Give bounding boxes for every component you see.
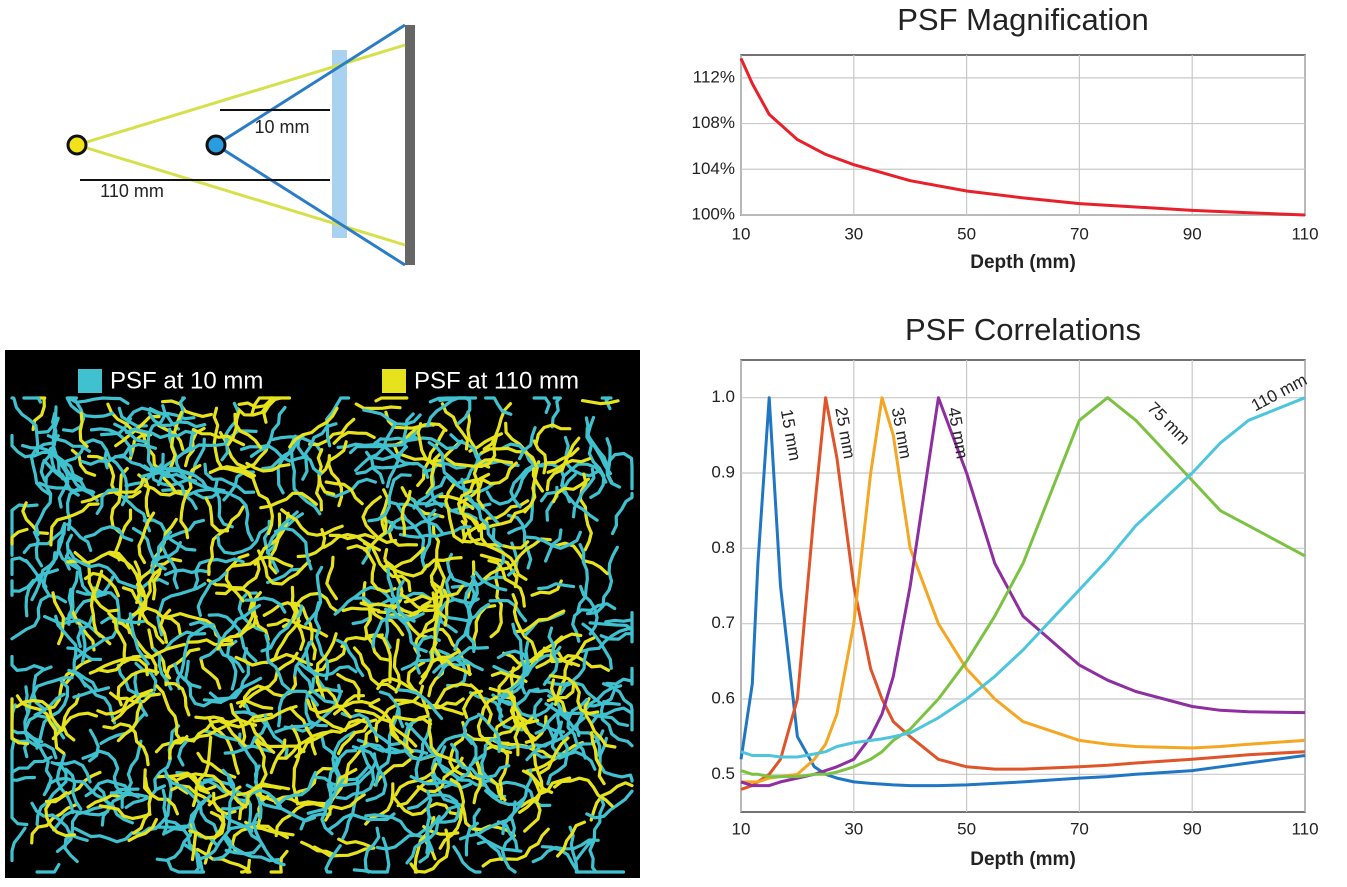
page: 10 mm 110 mm PSF at 10 mm PSF at 110 mm … <box>0 0 1347 887</box>
y-tick-label: 0.8 <box>711 538 735 557</box>
y-tick-label: 108% <box>692 113 735 132</box>
mask <box>332 50 347 238</box>
source-near <box>207 136 225 154</box>
figure: 10 mm 110 mm PSF at 10 mm PSF at 110 mm … <box>0 0 1347 882</box>
psf-stroke <box>343 608 379 610</box>
x-axis-label: Depth (mm) <box>970 252 1076 273</box>
x-tick-label: 70 <box>1070 224 1089 243</box>
y-tick-label: 104% <box>692 159 735 178</box>
ray <box>216 145 405 265</box>
x-tick-label: 70 <box>1070 819 1089 838</box>
y-tick-label: 0.9 <box>711 462 735 481</box>
plot-area <box>741 55 1305 215</box>
x-tick-label: 90 <box>1183 224 1202 243</box>
x-tick-label: 90 <box>1183 819 1202 838</box>
legend-label: PSF at 10 mm <box>110 367 263 394</box>
source-far <box>68 136 86 154</box>
chart-title: PSF Magnification <box>897 2 1149 37</box>
legend-swatch <box>78 369 102 393</box>
sensor <box>405 25 415 265</box>
y-tick-label: 112% <box>693 67 735 86</box>
setup-diagram: 10 mm 110 mm <box>68 25 415 265</box>
y-tick-label: 0.6 <box>711 688 735 707</box>
legend-swatch <box>382 369 406 393</box>
y-tick-label: 0.7 <box>711 613 735 632</box>
ray <box>216 25 405 145</box>
x-axis-label: Depth (mm) <box>970 849 1076 870</box>
x-tick-label: 110 <box>1291 224 1318 243</box>
legend-label: PSF at 110 mm <box>414 367 579 394</box>
x-tick-label: 30 <box>844 224 863 243</box>
x-tick-label: 30 <box>844 819 863 838</box>
y-tick-label: 100% <box>692 204 735 223</box>
distance-label: 10 mm <box>254 117 309 137</box>
chart-title: PSF Correlations <box>905 312 1141 347</box>
x-tick-label: 10 <box>732 224 751 243</box>
x-tick-label: 50 <box>957 819 976 838</box>
x-tick-label: 50 <box>957 224 976 243</box>
x-tick-label: 10 <box>732 819 751 838</box>
psf-image: PSF at 10 mm PSF at 110 mm <box>5 350 640 878</box>
y-tick-label: 1.0 <box>711 387 735 406</box>
distance-label: 110 mm <box>100 181 164 201</box>
x-tick-label: 110 <box>1291 819 1318 838</box>
y-tick-label: 0.5 <box>711 764 735 783</box>
